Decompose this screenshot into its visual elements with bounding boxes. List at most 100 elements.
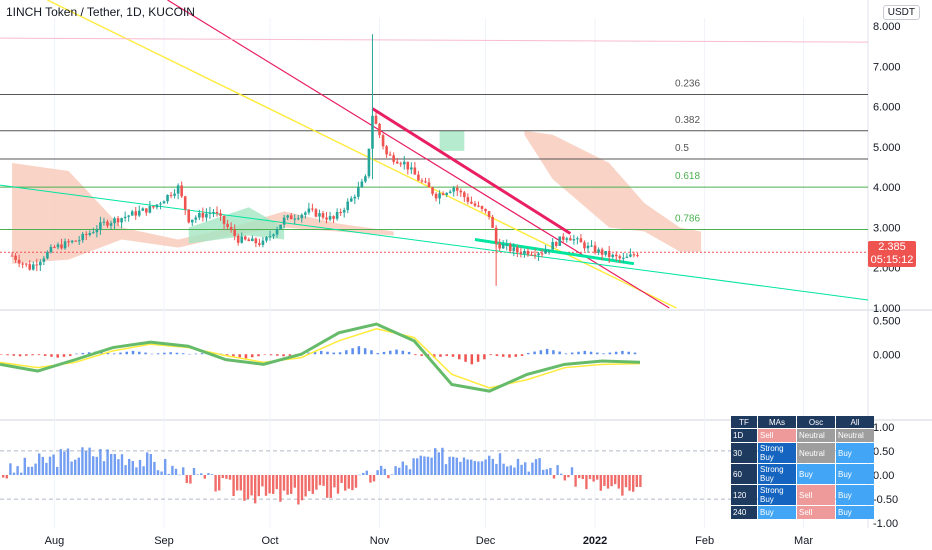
osc-bar: [30, 466, 34, 475]
time-tick-label: Aug: [45, 535, 65, 547]
macd-histogram-bar: [545, 348, 549, 355]
osc-bar: [524, 462, 527, 475]
candle-body: [14, 255, 17, 260]
candle-body: [441, 193, 445, 195]
osc-bar: [95, 456, 98, 475]
candle-body: [169, 194, 173, 196]
candle-body: [293, 218, 297, 220]
candle-body: [141, 208, 145, 211]
osc-bar: [455, 457, 458, 475]
candle-body: [60, 244, 63, 249]
osc-bar: [9, 463, 12, 475]
ichimoku-cloud: [12, 130, 702, 264]
candle-body: [604, 251, 607, 255]
price-axis[interactable]: 8.0007.0006.0005.0004.0003.0002.0001.000…: [873, 21, 901, 530]
osc-bar: [592, 475, 595, 482]
fib-label: 0.382: [675, 115, 700, 126]
time-axis[interactable]: Aug Sep Oct Nov Dec 2022 Feb Mar: [45, 535, 814, 547]
currency-button[interactable]: USDT: [882, 5, 920, 20]
all-cell: Buy: [836, 443, 874, 463]
osc-bar: [426, 456, 430, 475]
macd-histogram-bar: [489, 354, 492, 356]
osc-bar: [329, 475, 332, 498]
osc-bar: [506, 466, 509, 475]
candle-body: [265, 237, 268, 241]
osc-bar: [196, 474, 199, 475]
osc-bar: [308, 475, 311, 492]
osc-bar: [491, 458, 494, 475]
candle-body: [357, 187, 360, 197]
macd-histogram-bar: [370, 350, 373, 355]
teal-thick-trendline: [474, 238, 635, 266]
candle-body: [229, 227, 233, 230]
candle-body: [378, 123, 381, 136]
osc-bar: [556, 465, 559, 475]
macd-tick-label: 0.000: [873, 349, 901, 361]
osc-bar: [52, 454, 55, 475]
macd-histogram-bar: [508, 354, 511, 358]
candle-body: [307, 208, 311, 213]
candle-body: [540, 253, 544, 255]
osc-bar: [99, 449, 102, 475]
candle-body: [116, 218, 120, 223]
osc-bar: [516, 458, 520, 475]
candle-body: [385, 146, 388, 155]
candle-body: [349, 198, 353, 202]
macd-histogram-bar: [313, 351, 317, 355]
osc-bar: [290, 475, 293, 494]
candle-body: [180, 185, 183, 197]
macd-histogram-bar: [100, 352, 103, 355]
candle-body: [569, 238, 572, 241]
macd-histogram-bar: [156, 353, 160, 355]
candle-body: [268, 236, 272, 238]
candle-body: [155, 204, 159, 208]
candle-body: [318, 213, 321, 217]
osc-bar: [207, 473, 210, 475]
all-cell: Buy: [836, 506, 874, 519]
candle-body: [233, 229, 236, 236]
osc-bar: [387, 475, 390, 479]
macd-histogram-bar: [112, 353, 116, 355]
macd-histogram-bar: [596, 352, 599, 355]
candle-body: [254, 238, 258, 244]
macd-histogram-bar: [602, 353, 605, 355]
candle-body: [120, 218, 123, 223]
macd-histogram-bar: [81, 352, 85, 355]
candle-body: [346, 201, 350, 211]
candle-body: [593, 245, 597, 253]
mas-cell: Strong Buy: [758, 485, 796, 505]
macd-histogram-bar: [43, 354, 47, 356]
candle-body: [572, 239, 576, 241]
candle-body: [537, 253, 540, 256]
candle-body: [39, 261, 42, 266]
candle-body: [586, 245, 590, 249]
candle-body: [491, 216, 494, 228]
macd-histogram-bar: [150, 353, 154, 355]
osc-bar: [376, 470, 379, 475]
osc-bar: [552, 475, 556, 479]
candle-body: [81, 233, 85, 241]
osc-bar: [182, 467, 185, 475]
candle-body: [516, 247, 519, 253]
price-tick-label: 5.000: [873, 142, 901, 154]
candle-body: [526, 250, 530, 255]
osc-bar: [23, 457, 26, 475]
candle-body: [600, 249, 604, 255]
candle-body: [413, 167, 417, 175]
candle-body: [102, 221, 106, 223]
candle-body: [484, 208, 487, 212]
candle-body: [46, 252, 49, 259]
candle-body: [314, 209, 318, 217]
candle-body: [222, 215, 226, 224]
osc-bar: [59, 449, 62, 475]
macd-histogram-bar: [269, 354, 273, 356]
osc-bar: [383, 468, 386, 475]
candle-body: [519, 252, 523, 255]
candle-body: [470, 201, 473, 204]
pink-thick-trendline: [371, 107, 572, 235]
candle-body: [148, 206, 152, 213]
osc-bar: [390, 474, 394, 475]
chart-title: 1INCH Token / Tether, 1D, KUCOIN: [6, 5, 195, 19]
osc-bar: [12, 472, 16, 475]
